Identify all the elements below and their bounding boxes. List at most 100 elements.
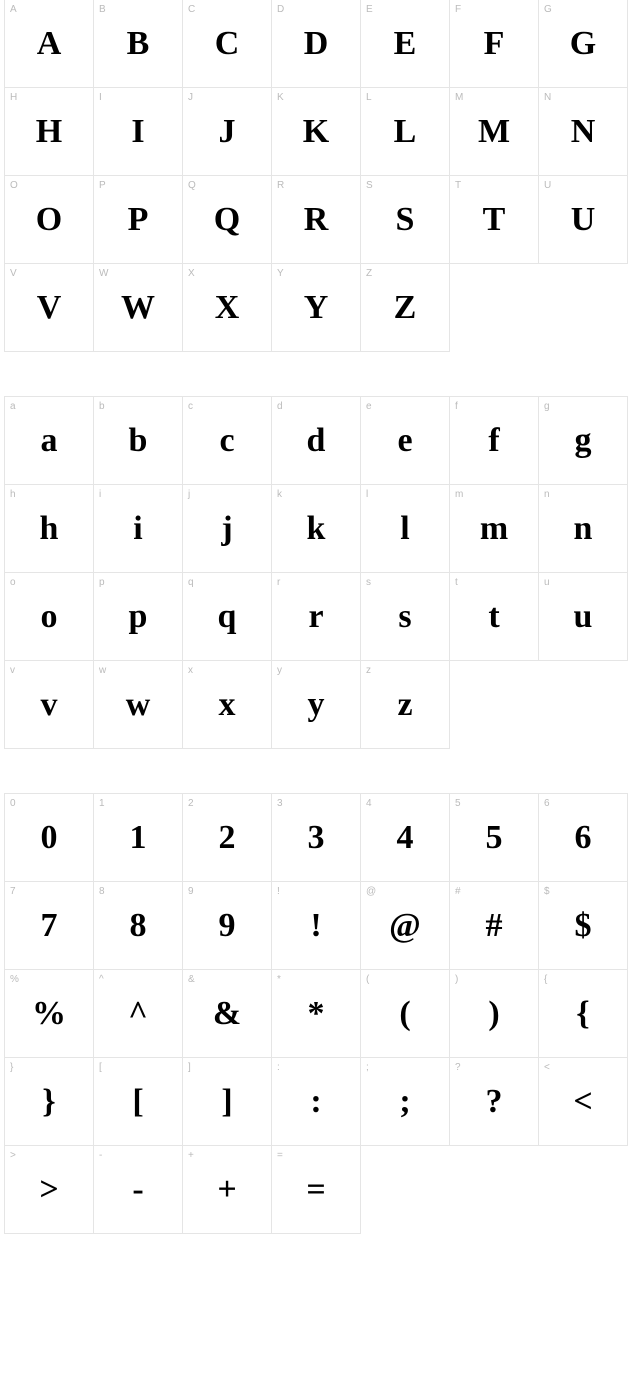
glyph-display: Z bbox=[394, 291, 417, 325]
glyph-cell: (( bbox=[360, 969, 450, 1058]
glyph-cell: VV bbox=[4, 263, 94, 352]
glyph-label: L bbox=[366, 92, 372, 103]
glyph-label: 4 bbox=[366, 798, 372, 809]
glyph-cell: pp bbox=[93, 572, 183, 661]
glyph-display: n bbox=[574, 512, 593, 546]
glyph-display: W bbox=[121, 291, 155, 325]
glyph-label: [ bbox=[99, 1062, 102, 1073]
glyph-label: i bbox=[99, 489, 101, 500]
glyph-label: $ bbox=[544, 886, 550, 897]
glyph-cell: XX bbox=[182, 263, 272, 352]
glyph-label: h bbox=[10, 489, 16, 500]
glyph-label: p bbox=[99, 577, 105, 588]
glyph-label: ( bbox=[366, 974, 369, 985]
glyph-label: s bbox=[366, 577, 371, 588]
glyph-cell: LL bbox=[360, 87, 450, 176]
glyph-display: 3 bbox=[308, 821, 325, 855]
glyph-display: ] bbox=[221, 1085, 232, 1119]
glyph-cell: qq bbox=[182, 572, 272, 661]
glyph-cell: TT bbox=[449, 175, 539, 264]
glyph-cell: SS bbox=[360, 175, 450, 264]
glyph-label: O bbox=[10, 180, 18, 191]
glyph-label: y bbox=[277, 665, 282, 676]
glyph-cell: ii bbox=[93, 484, 183, 573]
glyph-label: = bbox=[277, 1150, 283, 1161]
glyph-label: w bbox=[99, 665, 106, 676]
glyph-display: w bbox=[126, 688, 151, 722]
glyph-cell: rr bbox=[271, 572, 361, 661]
glyph-cell: ss bbox=[360, 572, 450, 661]
glyph-label: K bbox=[277, 92, 284, 103]
glyph-cell: bb bbox=[93, 396, 183, 485]
glyph-label: d bbox=[277, 401, 283, 412]
glyph-display: 7 bbox=[41, 909, 58, 943]
glyph-label: Y bbox=[277, 268, 284, 279]
glyph-cell: yy bbox=[271, 660, 361, 749]
glyph-display: s bbox=[398, 600, 411, 634]
glyph-display: D bbox=[304, 27, 329, 61]
glyph-label: r bbox=[277, 577, 280, 588]
glyph-display: 0 bbox=[41, 821, 58, 855]
glyph-label: f bbox=[455, 401, 458, 412]
glyph-display: 5 bbox=[486, 821, 503, 855]
glyph-display: A bbox=[37, 27, 62, 61]
glyph-cell: YY bbox=[271, 263, 361, 352]
glyph-label: # bbox=[455, 886, 461, 897]
glyph-cell: -- bbox=[93, 1145, 183, 1234]
glyph-display: 2 bbox=[219, 821, 236, 855]
glyph-label: ] bbox=[188, 1062, 191, 1073]
glyph-display: 4 bbox=[397, 821, 414, 855]
glyph-label: ? bbox=[455, 1062, 461, 1073]
glyph-display: I bbox=[131, 115, 144, 149]
glyph-cell: [[ bbox=[93, 1057, 183, 1146]
glyph-label: 2 bbox=[188, 798, 194, 809]
glyph-display: l bbox=[400, 512, 409, 546]
glyph-cell: !! bbox=[271, 881, 361, 970]
glyph-cell: == bbox=[271, 1145, 361, 1234]
glyph-display: 9 bbox=[219, 909, 236, 943]
glyph-display: F bbox=[484, 27, 505, 61]
glyph-cell: {{ bbox=[538, 969, 628, 1058]
glyph-grid: AABBCCDDEEFFGGHHIIJJKKLLMMNNOOPPQQRRSSTT… bbox=[5, 0, 635, 352]
glyph-cell: xx bbox=[182, 660, 272, 749]
glyph-display: = bbox=[306, 1173, 325, 1207]
glyph-label: l bbox=[366, 489, 368, 500]
glyph-display: q bbox=[218, 600, 237, 634]
glyph-label: 1 bbox=[99, 798, 105, 809]
glyph-label: Q bbox=[188, 180, 196, 191]
glyph-display: T bbox=[483, 203, 506, 237]
glyph-cell: ^^ bbox=[93, 969, 183, 1058]
glyph-display: { bbox=[576, 997, 589, 1031]
glyph-cell: >> bbox=[4, 1145, 94, 1234]
glyph-cell: ?? bbox=[449, 1057, 539, 1146]
glyph-label: * bbox=[277, 974, 281, 985]
glyph-label: N bbox=[544, 92, 551, 103]
glyph-display: + bbox=[217, 1173, 236, 1207]
glyph-display: J bbox=[219, 115, 236, 149]
glyph-display: ? bbox=[486, 1085, 503, 1119]
glyph-label: @ bbox=[366, 886, 376, 897]
glyph-cell: CC bbox=[182, 0, 272, 88]
glyph-label: B bbox=[99, 4, 106, 15]
glyph-cell: ZZ bbox=[360, 263, 450, 352]
glyph-display: ! bbox=[310, 909, 321, 943]
glyph-label: 6 bbox=[544, 798, 550, 809]
glyph-label: C bbox=[188, 4, 195, 15]
glyph-display: f bbox=[488, 424, 499, 458]
glyph-label: J bbox=[188, 92, 193, 103]
glyph-cell: 44 bbox=[360, 793, 450, 882]
glyph-label: A bbox=[10, 4, 17, 15]
glyph-cell: HH bbox=[4, 87, 94, 176]
glyph-cell: kk bbox=[271, 484, 361, 573]
glyph-cell: 22 bbox=[182, 793, 272, 882]
glyph-display: ) bbox=[488, 997, 499, 1031]
glyph-label: v bbox=[10, 665, 15, 676]
glyph-cell: }} bbox=[4, 1057, 94, 1146]
glyph-cell: :: bbox=[271, 1057, 361, 1146]
glyph-label: 8 bbox=[99, 886, 105, 897]
glyph-cell: ++ bbox=[182, 1145, 272, 1234]
glyph-display: R bbox=[304, 203, 329, 237]
glyph-display: g bbox=[575, 424, 592, 458]
glyph-label: ; bbox=[366, 1062, 369, 1073]
glyph-cell: 33 bbox=[271, 793, 361, 882]
